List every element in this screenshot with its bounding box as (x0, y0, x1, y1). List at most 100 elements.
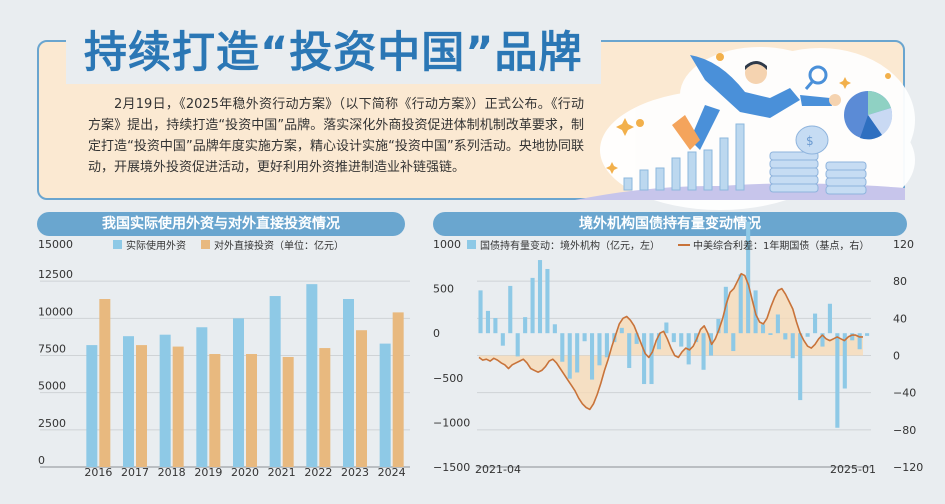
bar-holdings-change (820, 333, 825, 347)
bar-holdings-change (671, 333, 676, 343)
bar-holdings-change (746, 221, 751, 334)
page-title: 持续打造“投资中国”品牌 (66, 22, 601, 84)
bar-holdings-change (701, 333, 706, 370)
left-y-tick-label: 1000 (433, 238, 461, 251)
x-tick-label-start: 2021-04 (475, 463, 521, 476)
bar-holdings-change (731, 333, 736, 352)
bar-holdings-change (857, 333, 862, 350)
bar-holdings-change (679, 333, 684, 347)
ground-shape (575, 183, 905, 200)
right-y-tick-label: −80 (893, 424, 916, 437)
legend-label-spread: 中美综合利差：1年期国债（基点，右） (693, 239, 869, 252)
right-chart-title: 境外机构国债持有量变动情况 (433, 212, 907, 236)
bar-holdings-change (493, 318, 498, 334)
bar-holdings-change (619, 327, 624, 334)
bar-holdings-change (738, 274, 743, 334)
y-tick-label: 7500 (38, 343, 66, 356)
bar-holdings-change (589, 333, 595, 380)
bar-utilized-fdi (123, 336, 134, 467)
bar-holdings-change (627, 333, 632, 368)
bar-holdings-change (567, 333, 572, 379)
bar-holdings-change (575, 333, 580, 373)
right-y-tick-label: 40 (893, 312, 907, 325)
bar-odi (319, 348, 331, 467)
bar-holdings-change (664, 322, 669, 334)
coin-stack-icon (769, 125, 867, 195)
bar-holdings-change (634, 333, 639, 344)
bar-holdings-change (790, 333, 795, 359)
magnifier-icon (804, 65, 828, 90)
y-tick-label: 15000 (38, 238, 73, 251)
bar-holdings-change (649, 333, 654, 385)
left-y-tick-label: 500 (433, 283, 454, 296)
bar-holdings-change (560, 333, 565, 362)
y-tick-label: 5000 (38, 380, 66, 393)
bar-utilized-fdi (269, 296, 281, 467)
bar-holdings-change (597, 333, 602, 366)
bar-holdings-change (723, 286, 728, 334)
bar-holdings-change (805, 333, 810, 337)
growth-bars-icon (623, 123, 745, 191)
right-y-tick-label: 0 (893, 350, 900, 363)
left-y-tick-label: −1000 (433, 416, 470, 429)
bar-odi (172, 346, 184, 467)
bar-holdings-change (760, 324, 766, 334)
right-y-tick-label: 120 (893, 238, 914, 251)
bar-holdings-change (515, 333, 520, 357)
left-chart-title: 我国实际使用外资与对外直接投资情况 (37, 212, 405, 236)
bar-holdings-change (775, 314, 780, 334)
pie-chart-icon (844, 90, 893, 140)
bar-holdings-change (545, 268, 550, 334)
left-y-tick-label: −500 (433, 372, 463, 385)
y-tick-label: 2500 (38, 417, 66, 430)
bar-odi (136, 345, 147, 467)
bar-holdings-change (604, 333, 609, 358)
bar-holdings-change (798, 333, 803, 401)
bar-holdings-change (865, 333, 870, 336)
bar-utilized-fdi (379, 343, 391, 467)
bar-utilized-fdi (306, 284, 318, 467)
bar-holdings-change (842, 333, 847, 389)
left-y-tick-label: −1500 (433, 461, 470, 474)
bar-odi (282, 356, 294, 467)
bar-odi (392, 312, 404, 467)
bar-holdings-change (783, 333, 788, 340)
bar-odi (209, 354, 221, 467)
bar-holdings-change (768, 333, 773, 335)
bar-odi (356, 330, 367, 467)
bar-utilized-fdi (233, 318, 244, 467)
legend-swatch-odi (201, 240, 210, 249)
bar-holdings-change (500, 333, 505, 346)
bar-holdings-change (485, 310, 491, 334)
bar-utilized-fdi (159, 334, 171, 467)
bar-holdings-change (694, 333, 699, 343)
legend-label-holdings: 国债持有量变动：境外机构（亿元，左） (480, 239, 660, 252)
x-tick-label: 2022 (304, 466, 332, 479)
bar-holdings-change (716, 318, 721, 334)
y-tick-label: 10000 (38, 305, 73, 318)
bar-holdings-change (508, 285, 513, 334)
bar-holdings-change (530, 277, 535, 334)
sparkle-icon (606, 53, 891, 174)
right-y-tick-label: −120 (893, 461, 923, 474)
x-tick-label: 2017 (121, 466, 149, 479)
right-y-tick-label: −40 (893, 387, 916, 400)
bar-holdings-change (835, 333, 840, 428)
legend-label-utilized-fdi: 实际使用外资 (126, 239, 186, 252)
bar-holdings-change (642, 333, 647, 385)
right-y-tick-label: 80 (893, 275, 907, 288)
legend-label-odi: 对外直接投资（单位：亿元） (214, 239, 344, 252)
bar-odi (99, 299, 111, 467)
x-tick-label: 2018 (158, 466, 186, 479)
bar-holdings-change (523, 317, 528, 334)
legend-swatch-utilized-fdi (113, 240, 122, 249)
dollar-icon: $ (806, 134, 814, 148)
bar-holdings-change (850, 333, 855, 341)
bar-holdings-change (582, 333, 587, 342)
bar-utilized-fdi (343, 299, 354, 467)
spread-area-fill (479, 273, 863, 410)
x-tick-label: 2019 (194, 466, 222, 479)
x-tick-label: 2020 (231, 466, 259, 479)
